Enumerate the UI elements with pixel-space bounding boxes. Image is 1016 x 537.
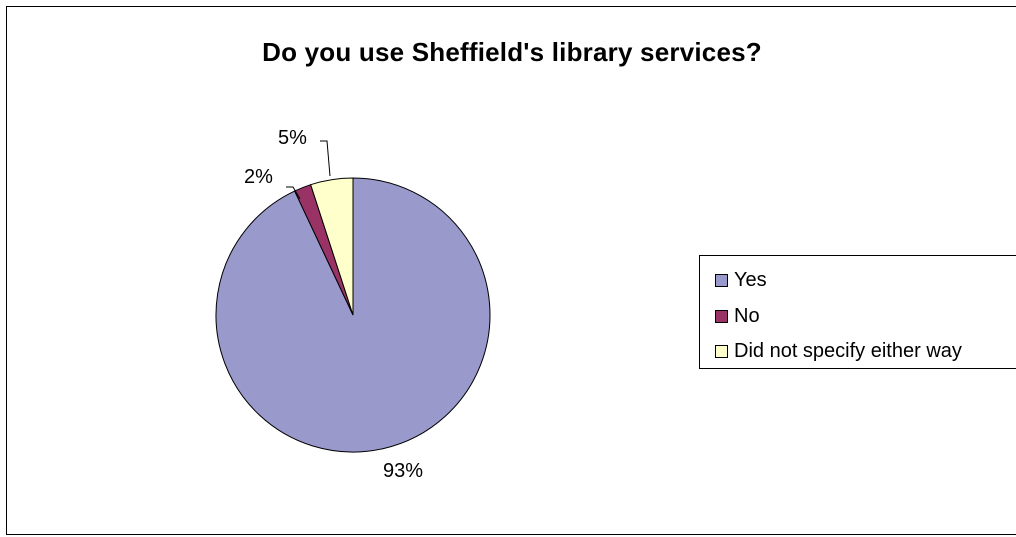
data-label-no: 2%: [244, 166, 273, 188]
legend-label-yes: Yes: [734, 269, 767, 291]
leader-lines: [286, 140, 331, 200]
leader-line-no: [286, 186, 301, 200]
data-label-did-not-specify: 5%: [278, 127, 307, 149]
pie-slice-did-not-specify: [310, 177, 354, 316]
legend-label-no: No: [734, 305, 760, 327]
legend-item-no: No: [715, 305, 760, 328]
leader-line-did-not-specify: [320, 140, 331, 177]
legend-swatch-did-not-specify: [715, 345, 728, 358]
chart-title: Do you use Sheffield's library services?: [262, 37, 762, 67]
pie-slices: [215, 177, 491, 453]
legend-item-did-not-specify: Did not specify either way: [715, 340, 962, 363]
legend-swatch-no: [715, 310, 728, 323]
chart-legend: Yes No Did not specify either way: [699, 255, 1016, 369]
legend-item-yes: Yes: [715, 269, 767, 292]
legend-swatch-yes: [715, 274, 728, 287]
data-label-yes: 93%: [383, 460, 424, 482]
legend-label-did-not-specify: Did not specify either way: [734, 340, 962, 362]
